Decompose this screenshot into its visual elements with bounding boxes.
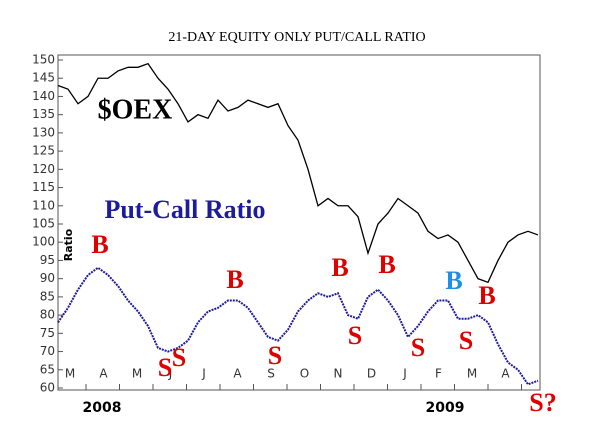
signal-annotation: B	[91, 230, 108, 259]
x-tick-label: A	[501, 367, 510, 381]
y-tick-label: 115	[32, 180, 55, 194]
x-tick-label: M	[132, 367, 142, 381]
x-tick-label: J	[168, 367, 173, 381]
y-tick-label: 65	[40, 362, 55, 376]
y-tick-label: 75	[40, 326, 55, 340]
y-tick-label: 70	[40, 344, 55, 358]
x-tick-label: A	[99, 367, 108, 381]
y-tick-label: 85	[40, 289, 55, 303]
y-tick-label: 125	[32, 144, 55, 158]
year-label: 2009	[426, 400, 465, 416]
y-tick-label: 105	[32, 217, 55, 231]
x-tick-label: S	[267, 367, 275, 381]
x-tick-label: A	[233, 367, 242, 381]
series-label: Put-Call Ratio	[104, 195, 265, 224]
x-tick-label: M	[467, 367, 477, 381]
x-tick-label: J	[402, 367, 407, 381]
x-tick-label: F	[435, 367, 442, 381]
series-line	[57, 266, 539, 386]
signal-annotation: S	[158, 353, 172, 382]
y-tick-label: 100	[32, 235, 55, 249]
year-label: 2008	[83, 400, 122, 416]
signal-annotation: S	[411, 333, 425, 362]
y-tick-label: 110	[32, 198, 55, 212]
x-tick-label: M	[65, 367, 75, 381]
y-tick-label: 90	[40, 271, 55, 285]
x-tick-label: J	[201, 367, 206, 381]
y-tick-label: 60	[40, 381, 55, 395]
plot-frame	[57, 54, 541, 391]
x-tick-label: D	[367, 367, 376, 381]
signal-annotation: B	[331, 253, 348, 282]
y-axis-label: Ratio	[62, 228, 75, 261]
series-label: $OEX	[98, 94, 173, 125]
signal-annotation: B	[478, 281, 495, 310]
series-line	[57, 62, 539, 284]
signal-annotation: S	[268, 341, 282, 370]
y-tick-label: 80	[40, 308, 55, 322]
signal-annotation: S	[172, 343, 186, 372]
x-tick-label: N	[334, 367, 343, 381]
chart-title: 21-DAY EQUITY ONLY PUT/CALL RATIO	[168, 30, 425, 45]
x-tick-label: O	[300, 367, 309, 381]
signal-annotation: B	[226, 265, 243, 294]
y-tick-label: 140	[32, 89, 55, 103]
y-tick-label: 135	[32, 107, 55, 121]
y-tick-label: 130	[32, 125, 55, 139]
y-tick-label: 95	[40, 253, 55, 267]
signal-annotation: B	[445, 266, 462, 295]
signal-annotation: S	[348, 321, 362, 350]
signal-annotation: S?	[529, 388, 556, 417]
signal-annotation: B	[378, 250, 395, 279]
y-tick-label: 145	[32, 71, 55, 85]
y-tick-label: 150	[32, 53, 55, 67]
signal-annotation: S	[459, 326, 473, 355]
y-tick-label: 120	[32, 162, 55, 176]
